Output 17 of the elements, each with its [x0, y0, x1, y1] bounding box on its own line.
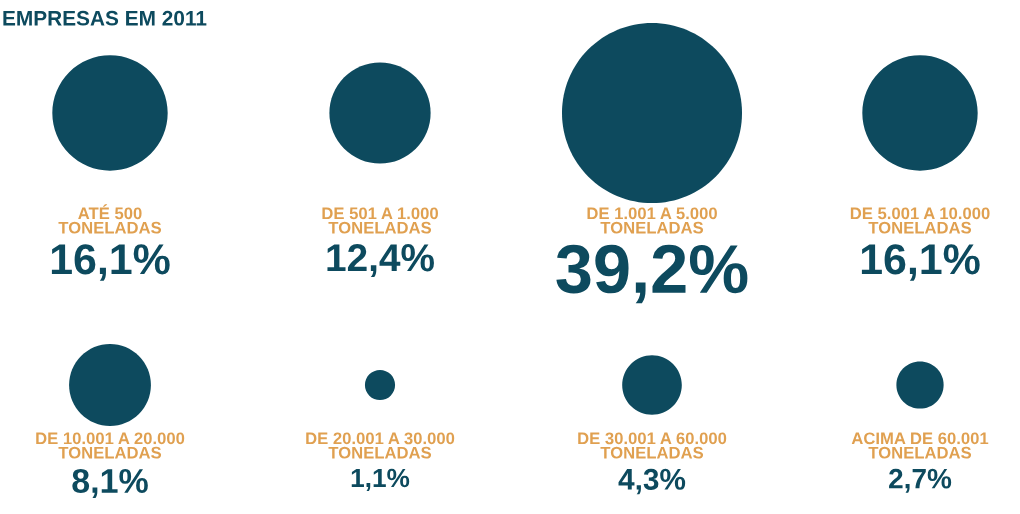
data-label: 4,3% [618, 468, 686, 495]
data-label: 16,1% [861, 244, 980, 281]
category-label: ATÉ 500 TONELADAS [58, 204, 162, 234]
data-label: 39,2% [556, 244, 748, 304]
category-label: DE 5.001 A 10.000 TONELADAS [850, 207, 990, 234]
category-label: DE 1.001 A 5.000 TONELADAS [587, 207, 717, 234]
category-label: DE 501 A 1.000 TONELADAS [322, 207, 438, 234]
data-label: 1,1% [351, 468, 410, 492]
text: EMPRESAS EM 2011 [3, 10, 207, 26]
data-label: 12,4% [327, 244, 434, 278]
data-label: 2,7% [889, 468, 952, 493]
category-label: DE 30.001 A 60.000 TONELADAS [578, 432, 727, 459]
category-label: DE 20.001 A 30.000 TONELADAS [306, 432, 455, 459]
data-label: 8,1% [72, 468, 148, 498]
category-label: ACIMA DE 60.001 TONELADAS [851, 432, 989, 459]
category-label: DE 10.001 A 20.000 TONELADAS [36, 432, 185, 459]
data-label: 16,1% [51, 244, 170, 281]
